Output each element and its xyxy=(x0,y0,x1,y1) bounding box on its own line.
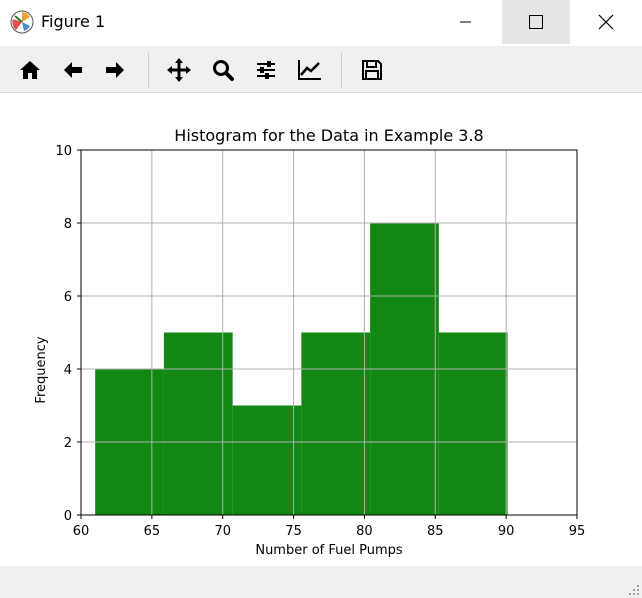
configure-subplots-icon[interactable] xyxy=(252,56,280,84)
navigation-toolbar xyxy=(0,46,642,93)
title-bar: Figure 1 xyxy=(0,0,642,46)
y-axis-ticks: 0 2 4 6 8 10 xyxy=(55,144,81,524)
x-tick-label: 70 xyxy=(214,524,231,539)
plot-frame xyxy=(80,149,578,516)
x-tick-label: 90 xyxy=(498,524,515,539)
pan-icon[interactable] xyxy=(165,56,193,84)
chart-title: Histogram for the Data in Example 3.8 xyxy=(174,126,483,145)
histogram-bar xyxy=(301,332,371,515)
window-title: Figure 1 xyxy=(41,12,106,31)
y-tick-label: 0 xyxy=(64,509,72,524)
home-icon[interactable] xyxy=(16,56,44,84)
histogram-bar xyxy=(163,332,233,515)
close-button[interactable] xyxy=(572,0,640,44)
histogram-bar xyxy=(438,332,508,515)
matplotlib-logo-icon xyxy=(10,10,34,34)
figure-canvas[interactable]: Histogram for the Data in Example 3.8 60… xyxy=(0,93,642,566)
x-tick-label: 75 xyxy=(285,524,302,539)
resize-grip-icon[interactable] xyxy=(628,584,640,596)
forward-arrow-icon[interactable] xyxy=(101,56,129,84)
x-tick-label: 60 xyxy=(73,524,90,539)
histogram-chart: Histogram for the Data in Example 3.8 60… xyxy=(34,126,586,558)
x-axis-label: Number of Fuel Pumps xyxy=(255,543,403,558)
maximize-button[interactable] xyxy=(502,0,570,44)
minimize-button[interactable] xyxy=(432,0,500,44)
x-tick-label: 80 xyxy=(356,524,373,539)
y-tick-label: 6 xyxy=(64,290,72,305)
x-tick-label: 95 xyxy=(569,524,586,539)
y-tick-label: 10 xyxy=(55,144,72,159)
status-bar xyxy=(0,566,642,598)
back-arrow-icon[interactable] xyxy=(59,56,87,84)
zoom-icon[interactable] xyxy=(209,56,237,84)
toolbar-separator xyxy=(341,52,342,88)
x-tick-label: 65 xyxy=(144,524,161,539)
x-axis-ticks: 60 65 70 75 80 85 90 95 xyxy=(73,515,586,539)
y-axis-label: Frequency xyxy=(34,336,49,403)
histogram-bar xyxy=(232,405,302,515)
x-tick-label: 85 xyxy=(427,524,444,539)
y-tick-label: 8 xyxy=(64,217,72,232)
toolbar-separator xyxy=(148,52,149,88)
y-tick-label: 4 xyxy=(64,363,72,378)
save-icon[interactable] xyxy=(358,56,386,84)
edit-axis-icon[interactable] xyxy=(295,56,323,84)
y-tick-label: 2 xyxy=(64,436,72,451)
